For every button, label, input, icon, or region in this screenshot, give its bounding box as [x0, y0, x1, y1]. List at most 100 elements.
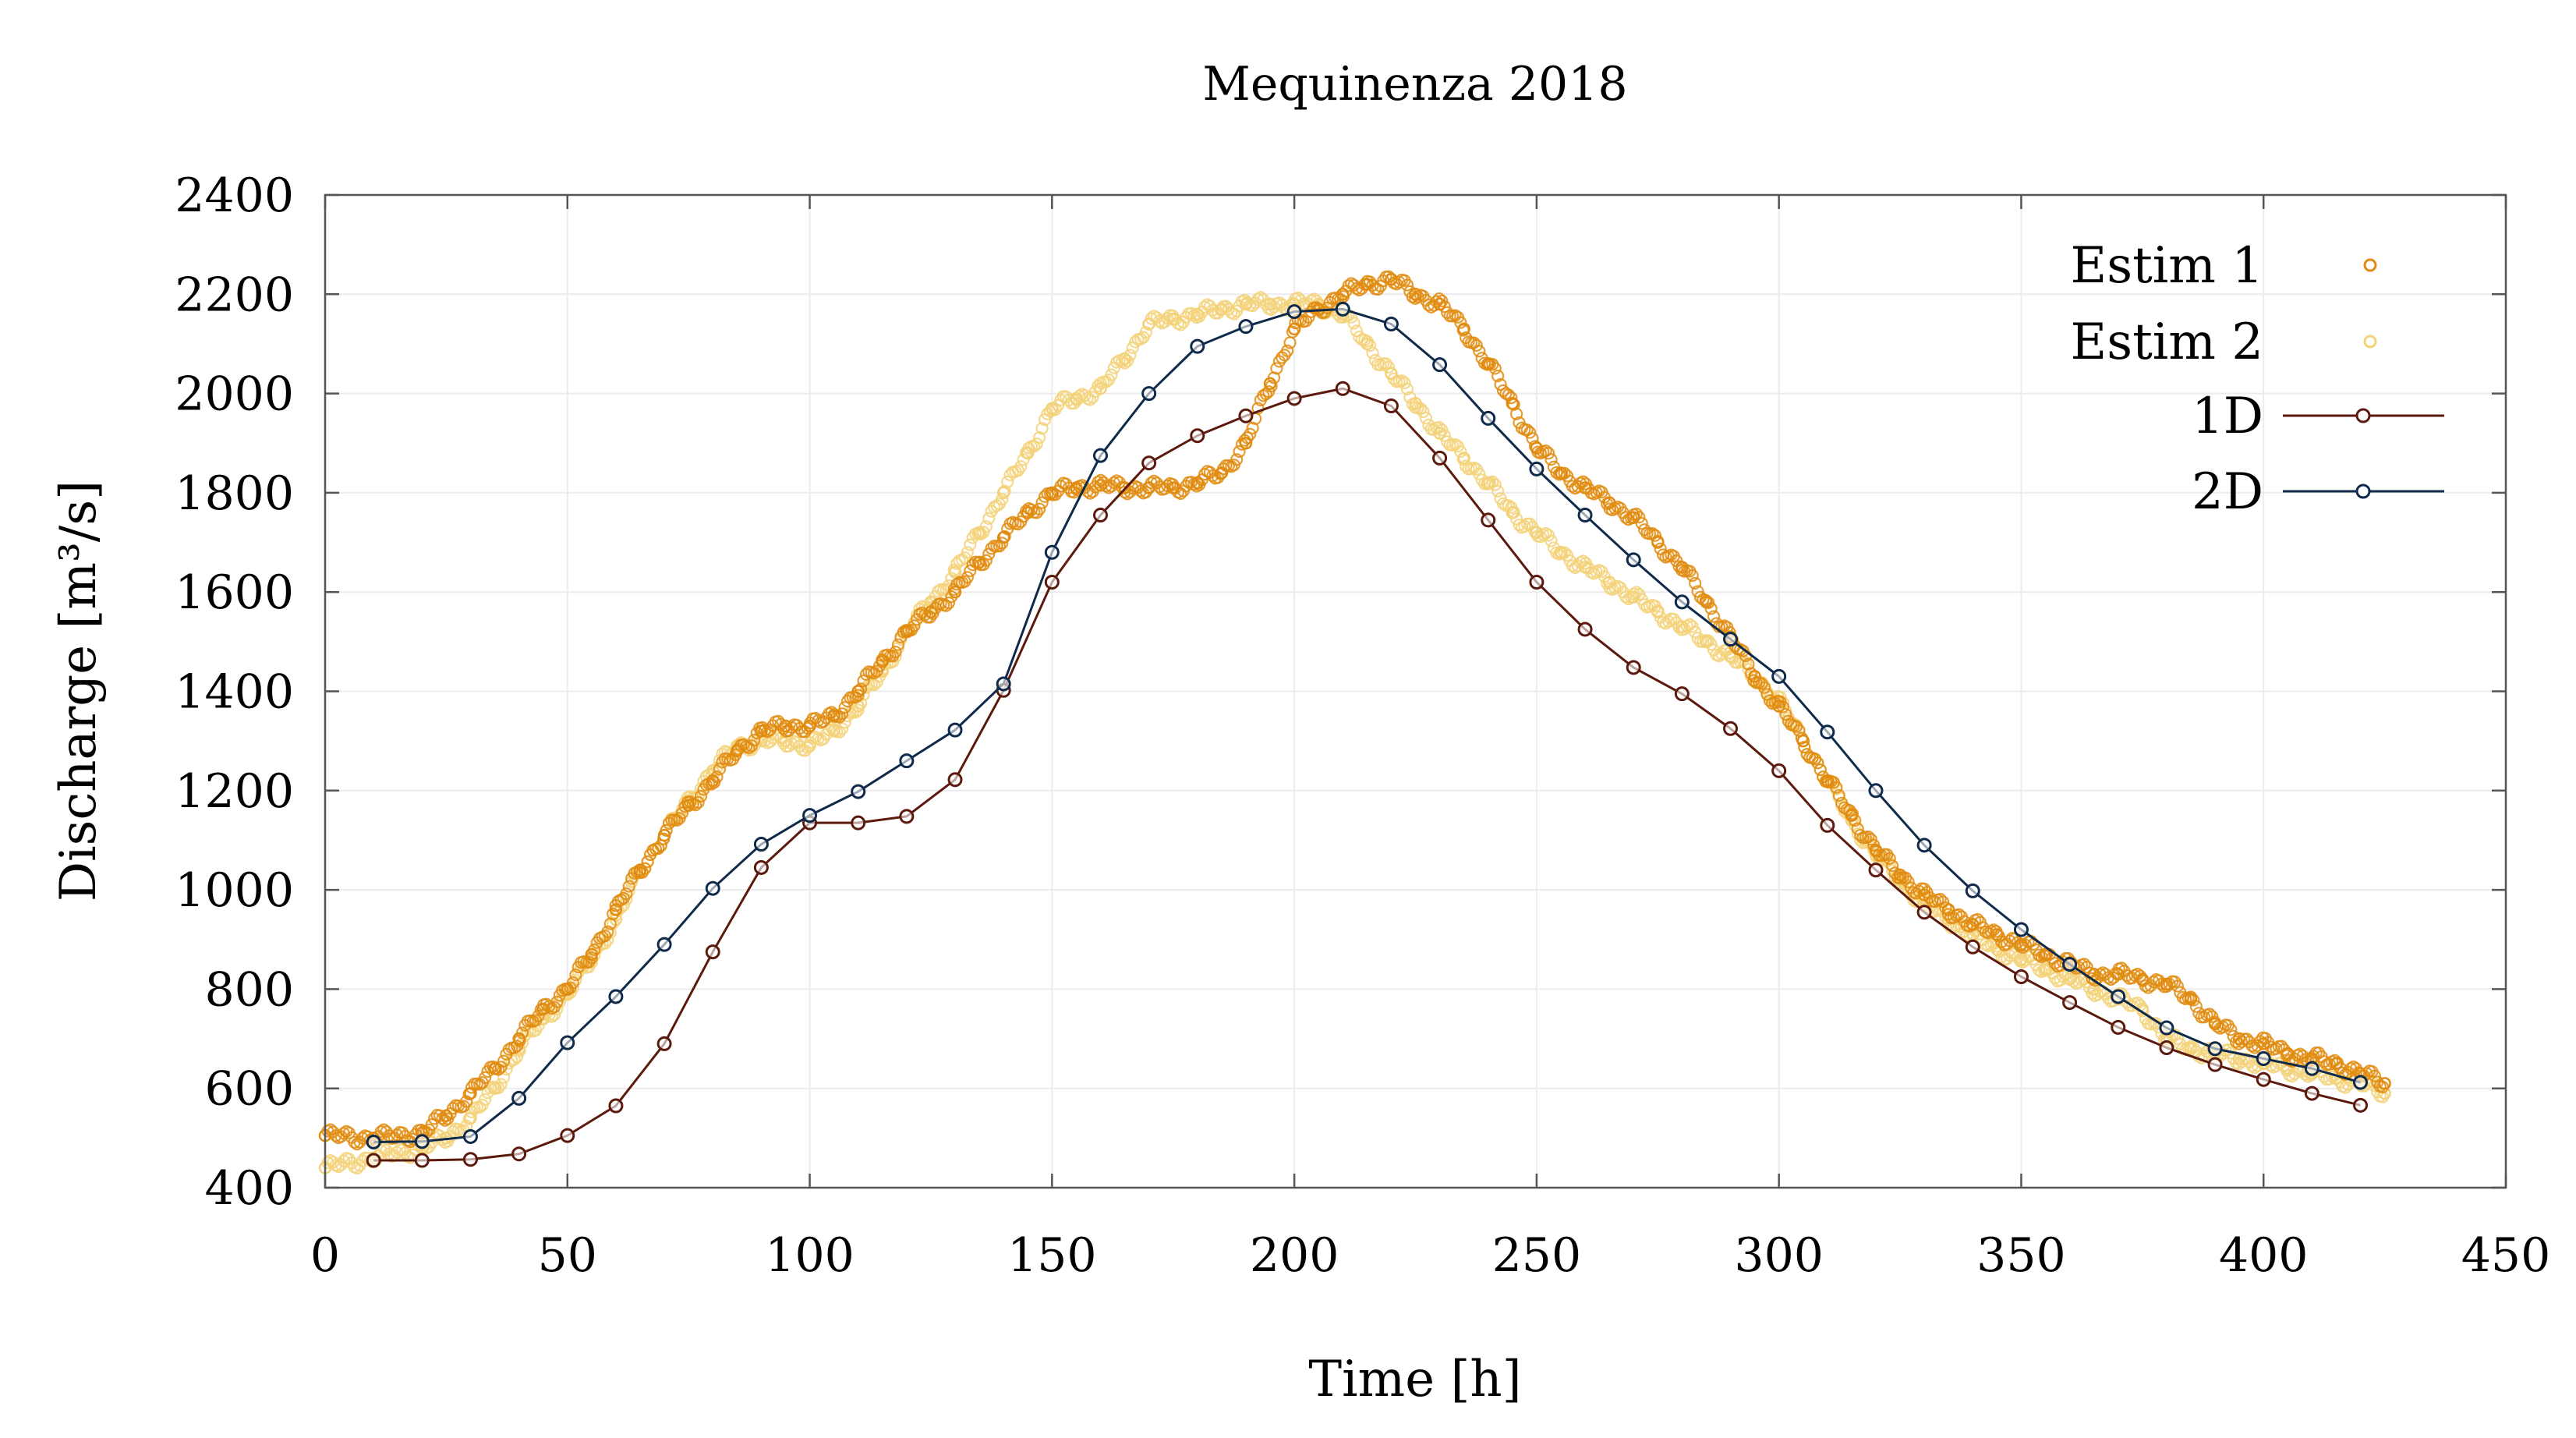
- estimate-marker: [675, 806, 689, 820]
- data-point: [705, 880, 720, 896]
- estimate-marker: [1382, 360, 1396, 374]
- estimate-marker: [1760, 688, 1774, 701]
- estimate-marker: [1206, 469, 1219, 483]
- estimate-marker: [1198, 468, 1212, 481]
- estimate-marker: [836, 722, 849, 735]
- data-point: [1916, 838, 1932, 853]
- data-point: [1092, 448, 1108, 463]
- data-point: [1577, 622, 1593, 637]
- estimate-marker: [1240, 431, 1254, 445]
- estimate-marker: [1230, 453, 1244, 466]
- estimate-marker: [513, 1034, 526, 1047]
- estimate-marker: [748, 733, 761, 747]
- estimate-marker: [1126, 482, 1139, 495]
- data-point: [1674, 686, 1690, 702]
- data-point: [462, 1152, 478, 1167]
- x-tick-label: 150: [1007, 1228, 1097, 1283]
- estimate-marker: [1702, 596, 1715, 609]
- data-point: [2304, 1061, 2319, 1076]
- estimate-marker: [566, 976, 580, 990]
- x-tick-label: 100: [765, 1228, 855, 1283]
- estimate-marker: [889, 645, 902, 659]
- series-2d: [366, 301, 2369, 1149]
- estimate-marker: [1845, 807, 1859, 820]
- estimate-marker: [1400, 382, 1414, 396]
- legend: Estim 1 Estim 2 1D 2D: [2071, 237, 2444, 521]
- data-point: [1916, 905, 1932, 920]
- data-point: [2304, 1086, 2319, 1101]
- estimate-marker: [1689, 576, 1702, 590]
- estimate-marker: [1832, 788, 1845, 802]
- estimate-marker: [654, 839, 667, 852]
- data-point: [1771, 763, 1787, 778]
- estimate-marker: [996, 537, 1009, 550]
- estimate-marker: [855, 682, 868, 696]
- estimate-marker: [961, 546, 974, 559]
- estimate-marker: [1619, 590, 1633, 604]
- estimate-marker: [1486, 475, 1499, 488]
- estimate-marker: [2298, 1053, 2312, 1066]
- estimate-marker: [1494, 377, 1507, 391]
- estimate-marker: [2003, 949, 2016, 962]
- estimate-marker: [961, 571, 974, 584]
- estimate-marker: [1438, 300, 1451, 313]
- data-point: [1044, 574, 1060, 590]
- estimate-marker: [1851, 822, 1864, 835]
- estimate-marker: [692, 795, 705, 809]
- data-point: [753, 837, 769, 852]
- legend-marker-2d: [2355, 483, 2371, 499]
- estimate-marker: [1030, 506, 1043, 519]
- data-point: [851, 784, 866, 799]
- estimate-marker: [1795, 731, 1808, 745]
- estimate-marker: [971, 556, 985, 569]
- estimate-marker: [1505, 391, 1518, 405]
- x-axis-title: Time [h]: [1308, 1351, 1521, 1408]
- data-point: [656, 1036, 672, 1051]
- data-point: [1771, 668, 1787, 684]
- estimate-marker: [1152, 314, 1166, 328]
- estimate-marker: [601, 925, 614, 938]
- data-point: [2207, 1057, 2223, 1072]
- legend-label-estim-1: Estim 1: [2071, 237, 2264, 295]
- estimate-marker: [777, 722, 791, 735]
- y-tick-label: 600: [204, 1062, 294, 1117]
- estimate-marker: [785, 737, 798, 750]
- estimate-marker: [1233, 445, 1246, 459]
- estimate-marker: [964, 538, 977, 551]
- estimate-marker: [1134, 484, 1148, 498]
- estimate-marker: [1321, 301, 1334, 315]
- estimate-marker: [1883, 852, 1896, 866]
- estimate-marker: [374, 1144, 387, 1157]
- estimate-marker: [833, 725, 846, 738]
- estimate-marker: [1270, 362, 1283, 375]
- data-point: [705, 944, 720, 960]
- data-point: [1190, 338, 1205, 354]
- estimate-marker: [1454, 445, 1467, 459]
- data-point: [2256, 1071, 2271, 1087]
- estimate-marker: [1843, 804, 1856, 817]
- y-tick-label: 400: [204, 1161, 294, 1216]
- estimate-marker: [977, 526, 990, 539]
- data-point: [899, 753, 915, 769]
- estimate-marker: [1488, 478, 1502, 491]
- estimate-marker: [836, 707, 849, 721]
- estimate-marker: [1867, 838, 1881, 852]
- estimate-marker: [993, 540, 1006, 553]
- estimate-marker: [945, 590, 958, 604]
- chart-title: Mequinenza 2018: [1202, 57, 1627, 112]
- estimate-marker: [1473, 345, 1486, 358]
- legend-label-1d: 1D: [2192, 388, 2263, 445]
- estimate-marker: [1139, 326, 1153, 339]
- estimate-marker: [1417, 405, 1430, 419]
- estimate-marker: [1014, 460, 1028, 473]
- estimate-marker: [2171, 979, 2184, 993]
- estimate-marker: [2368, 1069, 2381, 1082]
- estimate-marker: [1598, 491, 1612, 504]
- estimate-marker: [2224, 1023, 2238, 1036]
- estimate-marker: [1545, 534, 1558, 547]
- estimate-marker: [1849, 814, 1862, 827]
- estimate-marker: [1342, 279, 1355, 292]
- estimate-marker: [1120, 354, 1134, 368]
- data-point: [462, 1128, 478, 1144]
- data-point: [1481, 512, 1496, 528]
